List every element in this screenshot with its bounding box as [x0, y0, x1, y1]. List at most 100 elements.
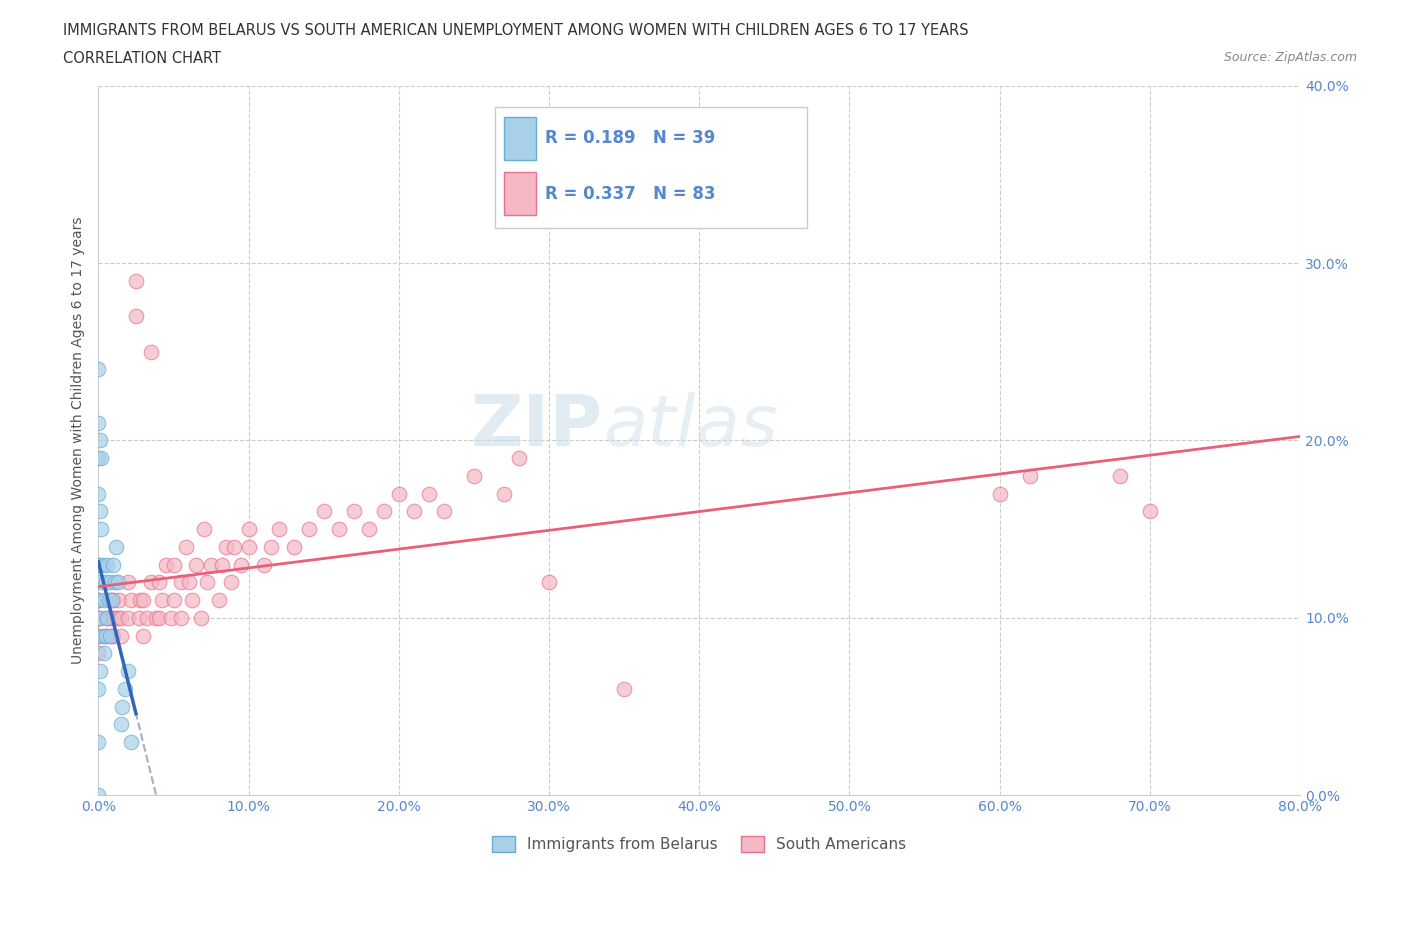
Point: [117, 664, 139, 679]
Point: [238, 522, 260, 537]
Point: [129, 592, 152, 607]
Point: [1018, 469, 1040, 484]
Point: [373, 504, 395, 519]
Point: [87, 592, 110, 607]
Point: [87, 557, 110, 572]
Y-axis label: Unemployment Among Women with Children Ages 6 to 17 years: Unemployment Among Women with Children A…: [72, 217, 86, 664]
Point: [110, 610, 132, 625]
Point: [90, 451, 112, 466]
Text: IMMIGRANTS FROM BELARUS VS SOUTH AMERICAN UNEMPLOYMENT AMONG WOMEN WITH CHILDREN: IMMIGRANTS FROM BELARUS VS SOUTH AMERICA…: [63, 23, 969, 38]
Point: [193, 522, 215, 537]
Point: [135, 610, 157, 625]
Point: [132, 592, 155, 607]
Point: [238, 539, 260, 554]
Point: [418, 486, 440, 501]
Point: [114, 682, 136, 697]
Point: [145, 610, 167, 625]
Point: [312, 504, 335, 519]
Point: [117, 610, 139, 625]
Point: [97, 610, 120, 625]
Point: [103, 592, 125, 607]
Point: [105, 539, 128, 554]
Point: [433, 504, 456, 519]
Point: [87, 592, 110, 607]
Point: [96, 557, 118, 572]
Point: [103, 628, 125, 643]
Point: [87, 592, 110, 607]
Point: [108, 592, 131, 607]
Point: [111, 699, 134, 714]
Point: [298, 522, 321, 537]
Point: [219, 575, 242, 590]
Point: [87, 788, 110, 803]
Point: [97, 592, 120, 607]
Point: [100, 628, 122, 643]
Point: [162, 557, 184, 572]
Point: [190, 610, 212, 625]
Point: [94, 610, 117, 625]
Point: [87, 415, 110, 430]
Point: [184, 557, 207, 572]
Text: atlas: atlas: [603, 392, 778, 460]
Point: [125, 309, 148, 324]
Point: [94, 628, 117, 643]
Point: [508, 451, 530, 466]
Point: [231, 557, 253, 572]
Point: [388, 486, 411, 501]
Point: [87, 362, 110, 377]
Point: [180, 592, 202, 607]
Point: [87, 628, 110, 643]
Point: [328, 522, 350, 537]
Point: [100, 575, 122, 590]
Point: [90, 575, 112, 590]
Point: [94, 575, 117, 590]
Point: [357, 522, 380, 537]
Point: [94, 628, 117, 643]
Point: [1139, 504, 1161, 519]
Point: [148, 575, 170, 590]
Point: [89, 664, 111, 679]
Point: [93, 645, 115, 660]
Point: [104, 575, 127, 590]
Point: [101, 592, 124, 607]
Point: [87, 682, 110, 697]
Point: [283, 539, 305, 554]
Point: [613, 682, 636, 697]
Text: ZIP: ZIP: [471, 392, 603, 460]
Point: [125, 273, 148, 288]
Point: [87, 610, 110, 625]
Point: [87, 735, 110, 750]
Point: [200, 557, 222, 572]
Point: [91, 628, 114, 643]
Point: [215, 539, 238, 554]
Point: [148, 610, 170, 625]
Point: [463, 469, 485, 484]
Point: [101, 628, 124, 643]
Point: [195, 575, 218, 590]
Point: [90, 522, 112, 537]
Point: [343, 504, 366, 519]
Point: [101, 610, 124, 625]
Point: [222, 539, 245, 554]
Point: [538, 575, 561, 590]
Point: [91, 557, 114, 572]
Point: [103, 610, 125, 625]
Legend: Immigrants from Belarus, South Americans: Immigrants from Belarus, South Americans: [486, 830, 912, 858]
Point: [211, 557, 233, 572]
Point: [121, 735, 143, 750]
Point: [139, 575, 162, 590]
Point: [105, 610, 128, 625]
Point: [170, 610, 193, 625]
Point: [87, 628, 110, 643]
Point: [87, 610, 110, 625]
Point: [110, 717, 132, 732]
Point: [155, 557, 177, 572]
Point: [87, 486, 110, 501]
Point: [150, 592, 173, 607]
Point: [267, 522, 290, 537]
Point: [988, 486, 1011, 501]
Point: [162, 592, 184, 607]
Point: [177, 575, 200, 590]
Point: [107, 610, 129, 625]
Text: Source: ZipAtlas.com: Source: ZipAtlas.com: [1223, 51, 1357, 64]
